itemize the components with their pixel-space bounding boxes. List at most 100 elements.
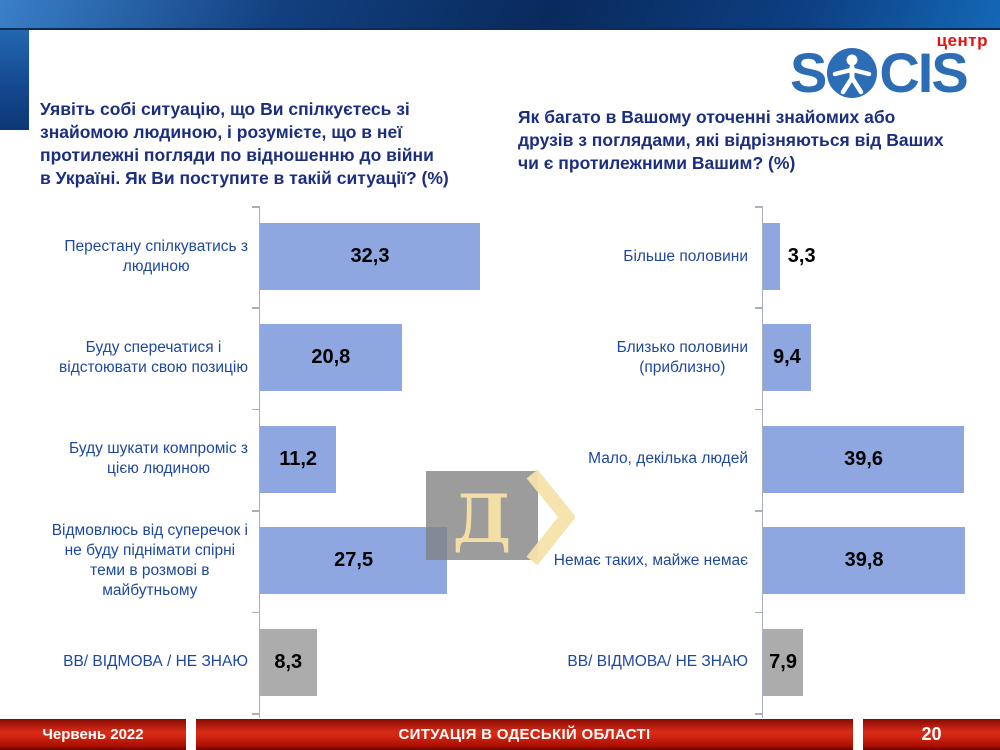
socis-logo: центр S CIS	[790, 32, 992, 106]
category-label-row: Буду сперечатися і відстоювати свою позиц…	[15, 307, 248, 408]
bar-value-label: 27,5	[334, 549, 374, 572]
chart-title-line: Як багато в Вашому оточенні знайомих або	[518, 107, 896, 127]
category-label-row: Буду шукати компроміс з цією людиною	[15, 409, 248, 510]
bar-row: 3,3	[763, 206, 1000, 307]
bar-row: 9,4	[763, 307, 1000, 408]
axis-tick	[252, 206, 260, 208]
bar-value-label: 20,8	[311, 346, 351, 369]
axis-tick	[755, 307, 763, 309]
chart-title-line: друзів з поглядами, які відрізняються ві…	[518, 130, 944, 150]
chart-title-line: Уявіть собі ситуацію, що Ви спілкуєтесь …	[40, 99, 410, 119]
category-label-row: ВВ/ ВІДМОВА / НЕ ЗНАЮ	[15, 612, 248, 713]
category-label-line: Близько половини	[616, 339, 748, 357]
bar-value-label: 7,9	[769, 650, 797, 673]
bar-value-label: 39,8	[844, 549, 884, 572]
axis-tick	[252, 307, 260, 309]
category-label-line: Перестану спілкуватись з	[64, 237, 248, 255]
category-label: Перестану спілкуватись з людиною	[64, 237, 248, 277]
category-label-line: Буду сперечатися і	[85, 339, 222, 357]
category-label-line: Немає таких, майже немає	[553, 551, 748, 569]
bar-blue: 11,2	[260, 425, 337, 493]
logo-wordmark: S CIS	[790, 41, 969, 104]
logo-center-label: центр	[936, 31, 988, 50]
category-label-line: (приблизно)	[639, 359, 726, 377]
bar-row: 39,6	[763, 409, 1000, 510]
bar-value-label: 3,3	[787, 245, 816, 267]
chart2-plot-area: 3,3 9,4 39,6 39,8 7,9	[755, 206, 1000, 718]
bar-row: 7,9	[763, 612, 1000, 713]
logo-letter-s: S	[790, 41, 827, 104]
chart2-title: Як багато в Вашому оточенні знайомих або…	[518, 106, 996, 175]
chart-title-line: чи є протилежними Вашим? (%)	[518, 153, 796, 173]
category-label: Відмовлюсь від суперечок і не буду піднім…	[52, 521, 248, 601]
bar-gray: 7,9	[763, 628, 804, 696]
bar-blue: 3,3	[763, 223, 816, 290]
chart-title-line: знайомою людиною, і розумієте, що в неї	[40, 122, 403, 142]
axis-tick	[755, 510, 763, 512]
category-label-line: Більше половини	[623, 247, 748, 265]
bar-value-label: 39,6	[844, 447, 884, 470]
category-label-line: майбутньому	[102, 581, 198, 599]
bar-value-label: 11,2	[279, 447, 318, 470]
axis-tick	[252, 408, 260, 411]
bar-value-label: 32,3	[350, 245, 390, 267]
bar-value-label: 9,4	[772, 346, 801, 369]
axis-tick	[755, 206, 763, 208]
bar-row: 20,8	[260, 307, 500, 408]
chart2-axis-line	[761, 206, 763, 718]
category-label: ВВ/ ВІДМОВА / НЕ ЗНАЮ	[63, 652, 248, 672]
logo-letters-cis: CIS	[879, 41, 968, 104]
bar-blue: 20,8	[260, 324, 402, 392]
chart1-axis-line	[258, 206, 260, 718]
chart1-category-labels: Перестану спілкуватись з людиною Буду спер…	[15, 206, 248, 713]
category-label: Буду шукати компроміс з цією людиною	[69, 439, 248, 479]
chart2-category-labels: Більше половини Близько половини (приблизн…	[515, 206, 748, 713]
footer-date: Червень 2022	[0, 719, 186, 750]
socis-person-icon	[827, 48, 878, 98]
axis-tick	[755, 408, 763, 411]
bar-row: 8,3	[260, 612, 500, 713]
category-label-line: Мало, декілька людей	[588, 450, 748, 468]
bar-blue: 27,5	[260, 527, 448, 595]
bar-blue: 39,8	[763, 527, 966, 595]
axis-tick	[252, 713, 260, 715]
category-label: Більше половини	[623, 247, 748, 267]
footer-page-number: 20	[863, 719, 1000, 750]
bar-blue: 39,6	[763, 425, 965, 493]
category-label-line: Відмовлюсь від суперечок і	[51, 521, 248, 539]
category-label: Немає таких, майже немає	[554, 551, 748, 571]
category-label-line: ВВ/ ВІДМОВА/ НЕ ЗНАЮ	[567, 653, 748, 671]
bar-row: 27,5	[260, 510, 500, 611]
chart-title-line: протилежні погляди по відношенню до війн…	[40, 145, 434, 165]
bar-row: 11,2	[260, 409, 500, 510]
chart1-plot-area: 32,3 20,8 11,2 27,5 8,3	[252, 206, 500, 718]
category-label-row: Близько половини (приблизно)	[515, 307, 748, 408]
category-label-line: ВВ/ ВІДМОВА / НЕ ЗНАЮ	[63, 653, 248, 671]
category-label: ВВ/ ВІДМОВА/ НЕ ЗНАЮ	[567, 652, 748, 672]
category-label-line: Буду шукати компроміс з	[69, 440, 248, 458]
category-label-row: Немає таких, майже немає	[515, 510, 748, 611]
bar-row: 32,3	[260, 206, 500, 307]
category-label-line: теми в розмові в	[90, 561, 210, 579]
axis-tick	[252, 611, 260, 614]
category-label-line: людиною	[122, 257, 190, 275]
header-left-accent	[0, 30, 29, 130]
category-label-row: ВВ/ ВІДМОВА/ НЕ ЗНАЮ	[515, 612, 748, 713]
category-label-row: Відмовлюсь від суперечок і не буду піднім…	[15, 510, 248, 611]
axis-tick	[755, 713, 763, 715]
bar-blue: 32,3	[260, 223, 480, 290]
category-label-row: Більше половини	[515, 206, 748, 307]
axis-tick	[252, 510, 260, 512]
footer-title: СИТУАЦІЯ В ОДЕСЬКІЙ ОБЛАСТІ	[196, 719, 853, 750]
category-label-line: відстоювати свою позицію	[59, 359, 248, 377]
category-label: Близько половини (приблизно)	[617, 338, 748, 378]
category-label-line: цією людиною	[107, 460, 211, 478]
bar-blue: 9,4	[763, 324, 811, 392]
bar-gray: 8,3	[260, 628, 317, 696]
header-band	[0, 0, 1000, 30]
bar-row: 39,8	[763, 510, 1000, 611]
chart1-title: Уявіть собі ситуацію, що Ви спілкуєтесь …	[40, 98, 510, 190]
axis-tick	[755, 611, 763, 614]
category-label: Буду сперечатися і відстоювати свою позиц…	[59, 338, 248, 378]
